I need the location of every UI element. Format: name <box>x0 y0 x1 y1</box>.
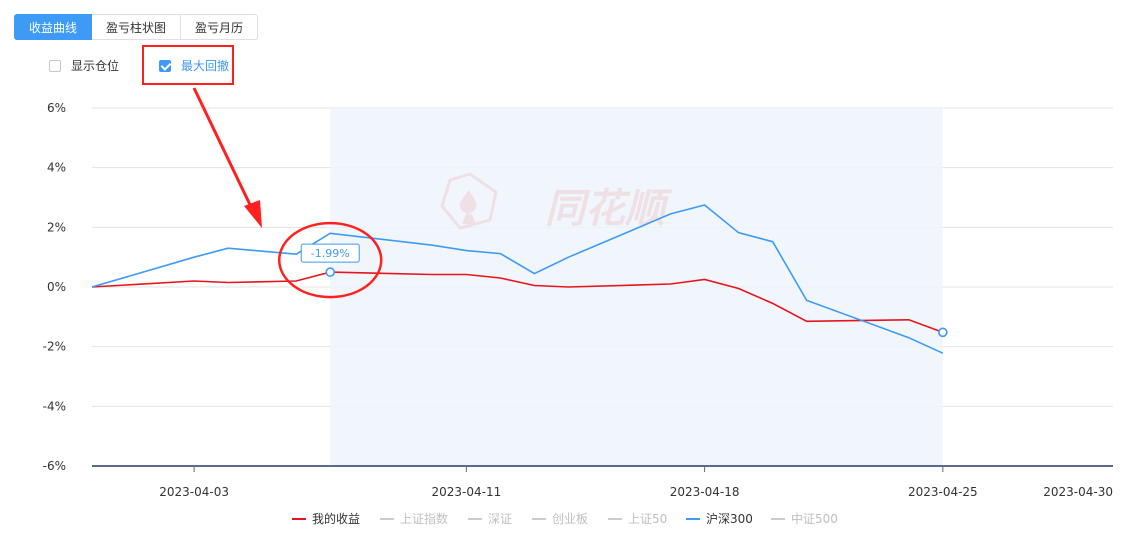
x-tick-label: 2023-04-03 <box>159 485 229 499</box>
chart-legend: 我的收益 上证指数 深证 创业板 上证50 沪深300 中证500 <box>0 510 1138 530</box>
series-lines <box>91 204 944 354</box>
legend-label: 深证 <box>488 512 513 526</box>
x-tick-label: 2023-04-30 <box>1043 485 1113 499</box>
x-tick-label: 2023-04-18 <box>670 485 740 499</box>
callout-circle <box>277 221 383 299</box>
x-tick-label: 2023-04-25 <box>908 485 978 499</box>
tab-profit-curve[interactable]: 收益曲线 <box>14 14 93 40</box>
show-position-box[interactable] <box>49 59 61 72</box>
series-line <box>91 271 944 334</box>
y-tick-label: 6% <box>47 101 66 115</box>
y-tick-label: -4% <box>43 399 66 413</box>
max-drawdown-label: 最大回撤 <box>181 59 230 73</box>
drawdown-start-point <box>325 267 336 277</box>
legend-item[interactable]: 创业板 <box>532 510 588 527</box>
legend-swatch <box>468 517 482 520</box>
legend-item[interactable]: 上证指数 <box>380 510 448 527</box>
legend-item[interactable]: 沪深300 <box>686 510 753 527</box>
y-tick-label: -6% <box>43 459 66 473</box>
show-position-checkbox[interactable]: 显示仓位 <box>49 57 119 74</box>
legend-item[interactable]: 我的收益 <box>292 510 360 527</box>
watermark-text: 同花顺 <box>545 186 672 232</box>
legend-label: 上证指数 <box>400 512 449 526</box>
tab-profit-loss-calendar[interactable]: 盈亏月历 <box>181 14 259 40</box>
legend-item[interactable]: 中证500 <box>771 510 838 527</box>
y-tick-label: 4% <box>47 161 66 175</box>
legend-label: 创业板 <box>552 512 589 526</box>
chart-tabs: 收益曲线 盈亏柱状图 盈亏月历 <box>14 14 259 40</box>
legend-swatch <box>686 517 700 520</box>
series-line <box>91 204 944 354</box>
watermark-logo: 同花顺 <box>440 172 672 232</box>
y-tick-label: 0% <box>47 280 66 294</box>
legend-item[interactable]: 深证 <box>468 510 512 527</box>
legend-swatch <box>608 517 622 520</box>
legend-label: 上证50 <box>628 512 668 526</box>
annotation-highlight-box <box>142 45 234 85</box>
legend-label: 沪深300 <box>706 512 753 526</box>
drawdown-label-box <box>300 243 360 263</box>
callout-arrow-shaft <box>192 87 255 212</box>
show-position-label: 显示仓位 <box>71 59 120 73</box>
y-tick-label: 2% <box>47 220 66 234</box>
callout-arrow-head <box>244 200 262 228</box>
legend-swatch <box>532 517 546 520</box>
legend-swatch <box>292 517 306 520</box>
drawdown-band <box>330 108 943 466</box>
y-tick-label: -2% <box>43 340 66 354</box>
max-drawdown-checkbox[interactable]: 最大回撤 <box>159 57 229 74</box>
drawdown-end-point <box>938 327 948 338</box>
tab-profit-loss-bar[interactable]: 盈亏柱状图 <box>92 14 182 40</box>
drawdown-label: -1.99% <box>311 247 350 260</box>
legend-item[interactable]: 上证50 <box>608 510 667 527</box>
legend-swatch <box>380 517 394 520</box>
drawdown-annotation: -1.99% <box>192 87 948 338</box>
max-drawdown-box[interactable] <box>159 59 171 72</box>
y-axis-ticks: 6% 4% 2% 0% -2% -4% -6% <box>43 101 66 473</box>
x-axis: 2023-04-03 2023-04-11 2023-04-18 2023-04-25… <box>92 465 1113 499</box>
x-tick-label: 2023-04-11 <box>431 485 501 499</box>
legend-swatch <box>771 517 785 520</box>
legend-label: 中证500 <box>791 512 838 526</box>
legend-label: 我的收益 <box>312 512 361 526</box>
